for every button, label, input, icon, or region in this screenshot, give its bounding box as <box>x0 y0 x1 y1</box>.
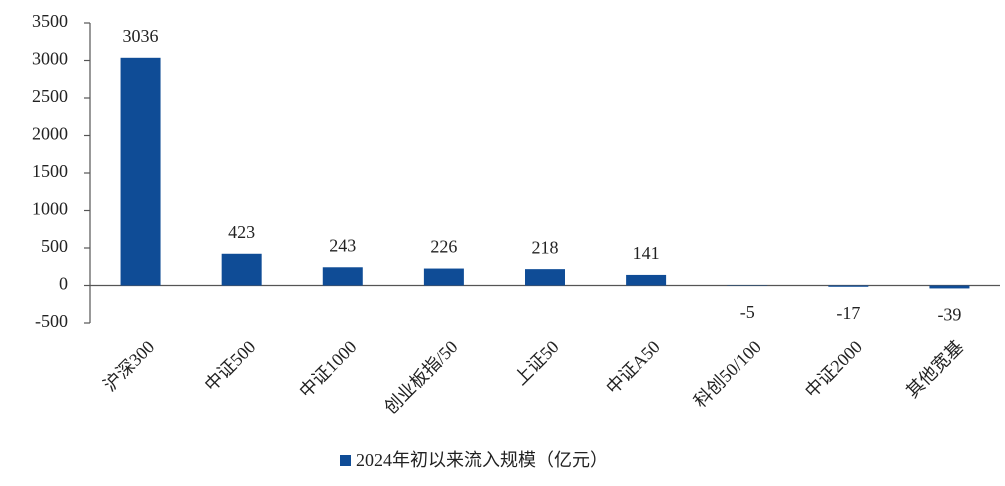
bar <box>828 285 869 287</box>
y-tick-label: 2500 <box>32 86 68 106</box>
data-label: -17 <box>836 303 860 323</box>
data-label: -39 <box>937 305 961 325</box>
y-tick-label: 1500 <box>32 161 68 181</box>
legend-swatch <box>340 455 351 466</box>
x-tick-label: 沪深300 <box>100 337 159 396</box>
data-label: 218 <box>532 237 559 257</box>
bar <box>423 268 464 286</box>
data-label: 3036 <box>123 26 159 46</box>
data-label: 141 <box>633 243 660 263</box>
data-label: 423 <box>228 222 255 242</box>
data-label: 243 <box>329 235 356 255</box>
x-tick-label: 上证50 <box>510 337 562 389</box>
x-tick-label: 中证500 <box>201 337 260 396</box>
y-tick-label: 3500 <box>32 11 68 31</box>
x-tick-label: 其他宽基 <box>902 337 967 402</box>
bar <box>626 274 667 286</box>
bar <box>929 285 970 289</box>
bar <box>525 269 565 286</box>
bar <box>322 267 363 286</box>
bar <box>221 253 262 286</box>
x-tick-label: 中证A50 <box>602 337 664 399</box>
x-tick-label: 创业板指/50 <box>380 337 461 418</box>
y-tick-label: 3000 <box>32 49 68 69</box>
y-tick-label: -500 <box>35 311 68 331</box>
y-tick-label: 0 <box>59 274 68 294</box>
y-tick-label: 1000 <box>32 199 68 219</box>
legend-label: 2024年初以来流入规模（亿元） <box>356 450 608 470</box>
x-tick-label: 中证1000 <box>295 337 360 402</box>
y-tick-label: 500 <box>41 236 68 256</box>
data-label: 226 <box>430 237 457 257</box>
x-tick-label: 中证2000 <box>801 337 866 402</box>
y-tick-label: 2000 <box>32 124 68 144</box>
x-tick-label: 科创50/100 <box>690 337 765 412</box>
data-label: -5 <box>740 302 755 322</box>
bar <box>120 57 161 286</box>
